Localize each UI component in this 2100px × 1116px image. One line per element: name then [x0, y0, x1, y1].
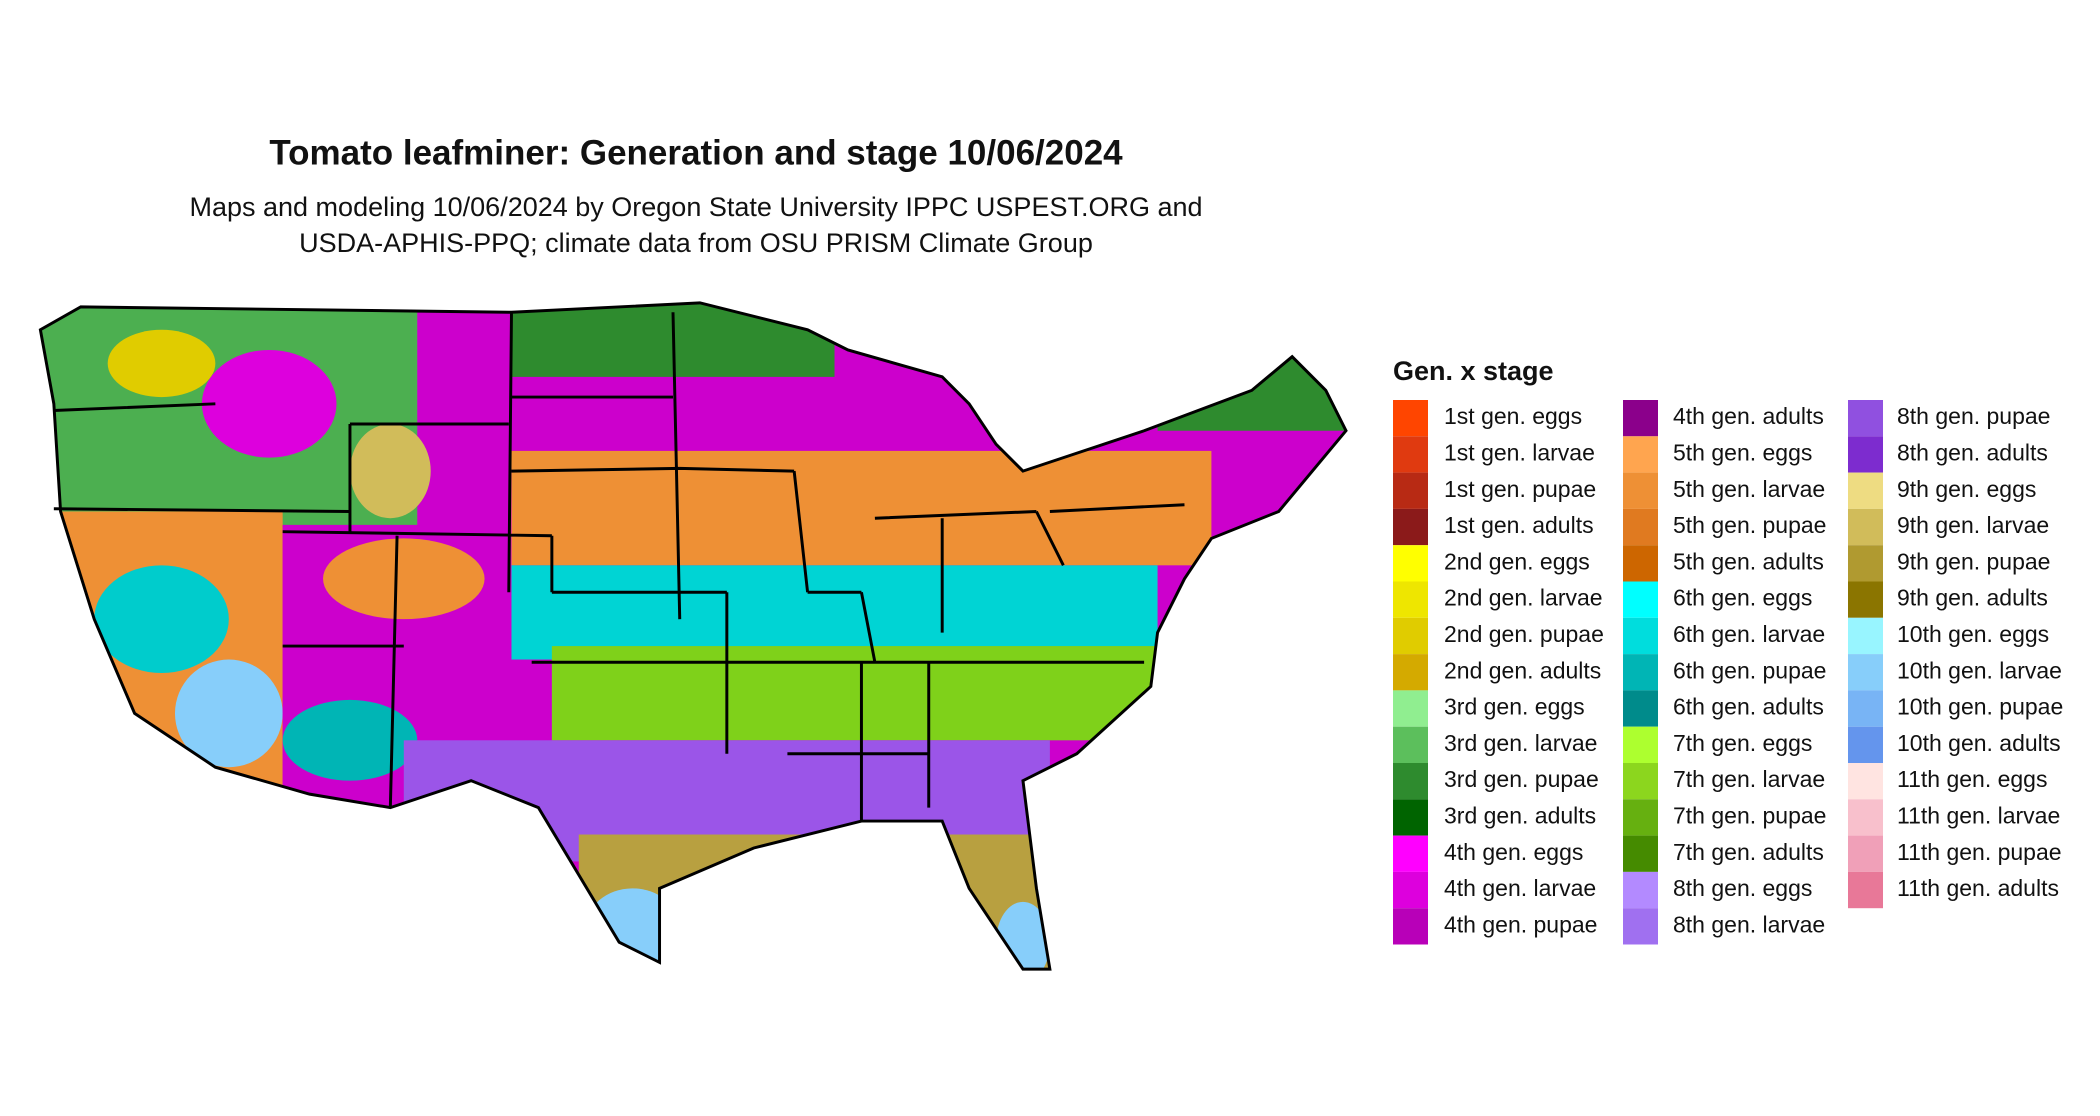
legend: 1st gen. eggs 1st gen. larvae 1st gen. pup…	[1393, 400, 2063, 945]
legend-swatch	[1393, 472, 1428, 509]
legend-label: 6th gen. eggs	[1673, 585, 1812, 611]
map-subtitle: USDA-APHIS-PPQ; climate data from OSU PR…	[299, 228, 1093, 258]
legend-label: 8th gen. adults	[1897, 440, 2048, 466]
legend-swatch	[1623, 654, 1658, 691]
legend-label: 4th gen. adults	[1673, 403, 1824, 429]
legend-swatch	[1393, 871, 1428, 909]
legend-label: 1st gen. eggs	[1444, 403, 1582, 429]
legend-label: 3rd gen. larvae	[1444, 730, 1597, 756]
legend-swatch	[1848, 472, 1883, 509]
legend-label: 2nd gen. larvae	[1444, 585, 1603, 611]
legend-swatch	[1393, 835, 1428, 872]
legend-label: 4th gen. larvae	[1444, 875, 1596, 901]
legend-label: 2nd gen. eggs	[1444, 548, 1590, 574]
legend-swatch	[1623, 508, 1658, 546]
legend-label: 2nd gen. pupae	[1444, 621, 1604, 647]
legend-swatch	[1848, 871, 1883, 909]
legend-swatch	[1623, 545, 1658, 582]
legend-label: 7th gen. eggs	[1673, 730, 1812, 756]
legend-swatch	[1848, 726, 1883, 763]
legend-label: 6th gen. pupae	[1673, 657, 1826, 683]
map-title: Tomato leafminer: Generation and stage 1…	[269, 133, 1123, 172]
legend-label: 1st gen. pupae	[1444, 476, 1596, 502]
legend-swatch	[1848, 436, 1883, 473]
legend-swatch	[1623, 400, 1658, 437]
legend-label: 5th gen. eggs	[1673, 440, 1812, 466]
legend-swatch	[1623, 690, 1658, 727]
legend-swatch	[1848, 508, 1883, 546]
legend-label: 4th gen. eggs	[1444, 839, 1583, 865]
legend-swatch	[1848, 400, 1883, 437]
legend-label: 9th gen. larvae	[1897, 512, 2049, 538]
legend-label: 9th gen. pupae	[1897, 548, 2050, 574]
legend-swatch	[1393, 400, 1428, 437]
legend-swatch	[1848, 835, 1883, 872]
legend-swatch	[1623, 726, 1658, 763]
legend-swatch	[1623, 763, 1658, 800]
legend-swatch	[1393, 763, 1428, 800]
legend-label: 1st gen. larvae	[1444, 440, 1595, 466]
map-subtitle: Maps and modeling 10/06/2024 by Oregon S…	[189, 192, 1202, 222]
us-map	[38, 301, 1348, 971]
legend-swatch	[1623, 908, 1658, 945]
legend-label: 10th gen. adults	[1897, 730, 2061, 756]
legend-swatch	[1848, 581, 1883, 618]
legend-label: 7th gen. larvae	[1673, 766, 1825, 792]
legend-swatch	[1848, 690, 1883, 727]
legend-title: Gen. x stage	[1393, 356, 1554, 386]
legend-label: 5th gen. adults	[1673, 548, 1824, 574]
legend-swatch	[1848, 545, 1883, 582]
legend-label: 8th gen. pupae	[1897, 403, 2050, 429]
legend-swatch	[1393, 690, 1428, 727]
legend-swatch	[1393, 436, 1428, 473]
legend-label: 5th gen. larvae	[1673, 476, 1825, 502]
legend-label: 11th gen. larvae	[1897, 803, 2060, 829]
legend-label: 6th gen. adults	[1673, 694, 1824, 720]
legend-swatch	[1848, 799, 1883, 836]
legend-label: 10th gen. pupae	[1897, 694, 2063, 720]
legend-label: 3rd gen. adults	[1444, 803, 1596, 829]
legend-swatch	[1623, 472, 1658, 509]
legend-label: 2nd gen. adults	[1444, 657, 1601, 683]
legend-label: 8th gen. larvae	[1673, 911, 1825, 937]
legend-label: 11th gen. pupae	[1897, 839, 2062, 865]
legend-swatch	[1848, 654, 1883, 691]
legend-swatch	[1393, 545, 1428, 582]
legend-swatch	[1848, 763, 1883, 800]
legend-label: 3rd gen. pupae	[1444, 766, 1599, 792]
legend-label: 7th gen. pupae	[1673, 803, 1826, 829]
legend-label: 7th gen. adults	[1673, 839, 1824, 865]
legend-label: 8th gen. eggs	[1673, 875, 1812, 901]
legend-swatch	[1393, 799, 1428, 836]
legend-swatch	[1393, 508, 1428, 546]
legend-swatch	[1393, 654, 1428, 691]
legend-swatch	[1393, 581, 1428, 618]
legend-label: 6th gen. larvae	[1673, 621, 1825, 647]
legend-label: 5th gen. pupae	[1673, 512, 1826, 538]
legend-swatch	[1393, 617, 1428, 655]
legend-swatch	[1623, 617, 1658, 655]
legend-label: 3rd gen. eggs	[1444, 694, 1585, 720]
legend-swatch	[1623, 436, 1658, 473]
legend-label: 10th gen. larvae	[1897, 657, 2062, 683]
legend-label: 9th gen. eggs	[1897, 476, 2036, 502]
legend-swatch	[1848, 617, 1883, 655]
legend-swatch	[1623, 871, 1658, 909]
legend-swatch	[1623, 581, 1658, 618]
legend-swatch	[1623, 835, 1658, 872]
legend-label: 4th gen. pupae	[1444, 911, 1597, 937]
legend-label: 11th gen. adults	[1897, 875, 2059, 901]
legend-label: 1st gen. adults	[1444, 512, 1594, 538]
legend-label: 9th gen. adults	[1897, 585, 2048, 611]
legend-label: 10th gen. eggs	[1897, 621, 2049, 647]
legend-swatch	[1393, 908, 1428, 945]
legend-swatch	[1623, 799, 1658, 836]
legend-swatch	[1393, 726, 1428, 763]
legend-label: 11th gen. eggs	[1897, 766, 2047, 792]
